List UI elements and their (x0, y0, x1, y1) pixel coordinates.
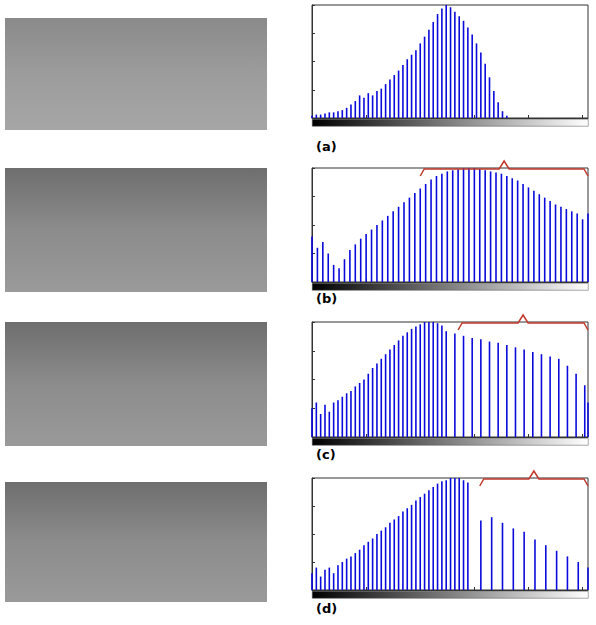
svg-text:(d): (d) (316, 601, 337, 616)
svg-text:(a): (a) (316, 139, 337, 154)
svg-text:(c): (c) (316, 447, 336, 462)
svg-text:(b): (b) (316, 291, 337, 306)
